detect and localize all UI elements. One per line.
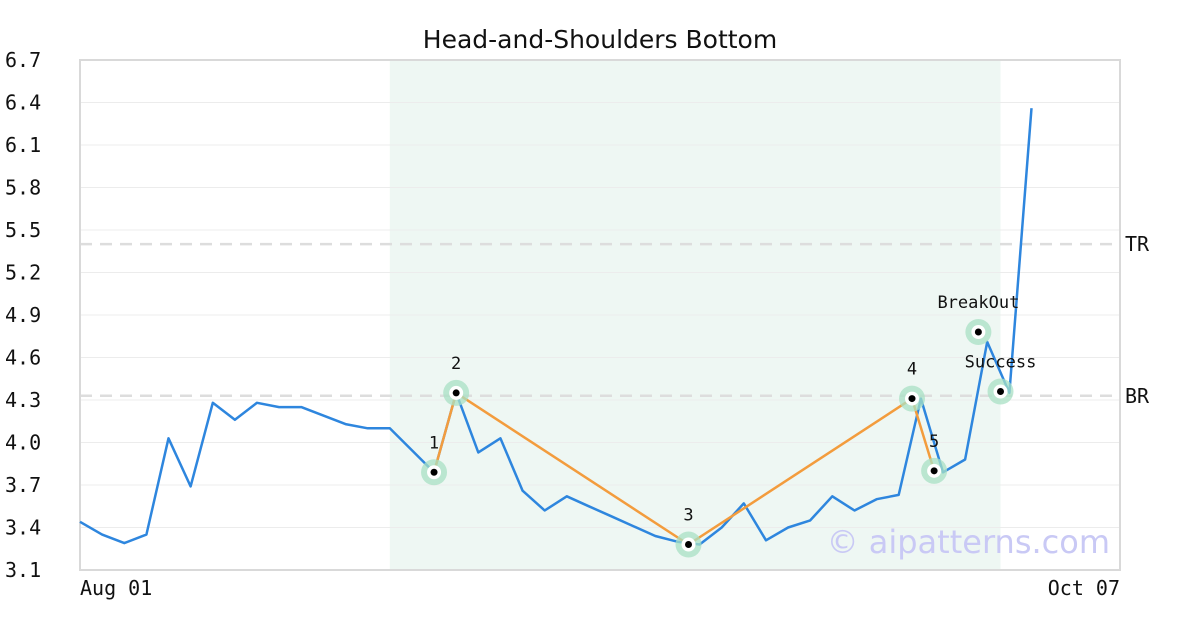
y-tick-label: 4.9 bbox=[5, 303, 41, 327]
marker-point bbox=[430, 468, 438, 476]
pattern-point-label: Success bbox=[965, 353, 1037, 373]
price-series-line bbox=[79, 108, 1033, 546]
y-tick-label: 6.7 bbox=[5, 48, 41, 72]
y-tick-label: 3.7 bbox=[5, 473, 41, 497]
pattern-point-label: 3 bbox=[683, 506, 693, 526]
y-tick-label: 5.2 bbox=[5, 261, 41, 285]
marker-point bbox=[685, 541, 693, 548]
y-tick-label: 3.4 bbox=[5, 516, 41, 540]
marker-point bbox=[452, 389, 460, 397]
pattern-markers: 1 2 3 4 5 BreakOut Success bbox=[421, 293, 1036, 558]
y-tick-label: 4.0 bbox=[5, 431, 41, 455]
pattern-point-label: 1 bbox=[429, 433, 439, 453]
reference-lines: TR BR bbox=[80, 232, 1150, 408]
pattern-point-label: 5 bbox=[929, 432, 939, 452]
y-tick-label: 4.6 bbox=[5, 346, 41, 370]
chart-title: Head-and-Shoulders Bottom bbox=[423, 25, 777, 54]
reference-label-br: BR bbox=[1125, 384, 1150, 408]
y-tick-label: 5.5 bbox=[5, 218, 41, 242]
marker-point bbox=[908, 395, 916, 403]
grid-lines bbox=[80, 59, 1120, 571]
reference-label-tr: TR bbox=[1125, 232, 1150, 256]
x-axis-ticks: Aug 01 Oct 07 bbox=[80, 576, 1120, 600]
y-tick-label: 4.3 bbox=[5, 388, 41, 412]
marker-point bbox=[930, 467, 938, 475]
y-tick-label: 6.4 bbox=[5, 91, 41, 115]
x-tick-label: Aug 01 bbox=[80, 576, 152, 600]
x-tick-label: Oct 07 bbox=[1048, 576, 1120, 600]
pattern-point-label: BreakOut bbox=[937, 293, 1019, 313]
y-tick-label: 3.1 bbox=[5, 558, 41, 582]
y-axis-ticks: 3.1 3.4 3.7 4.0 4.3 4.6 4.9 5.2 5.5 5.8 6.1 6.4 6.7 bbox=[5, 48, 41, 582]
watermark: © aipatterns.com bbox=[827, 523, 1110, 561]
pattern-point-label: 2 bbox=[451, 354, 461, 374]
marker-point bbox=[997, 388, 1005, 395]
y-tick-label: 5.8 bbox=[5, 176, 41, 200]
y-tick-label: 6.1 bbox=[5, 133, 41, 157]
plot-frame bbox=[79, 59, 1121, 571]
marker-point bbox=[974, 328, 982, 336]
pattern-point-label: 4 bbox=[907, 360, 917, 380]
